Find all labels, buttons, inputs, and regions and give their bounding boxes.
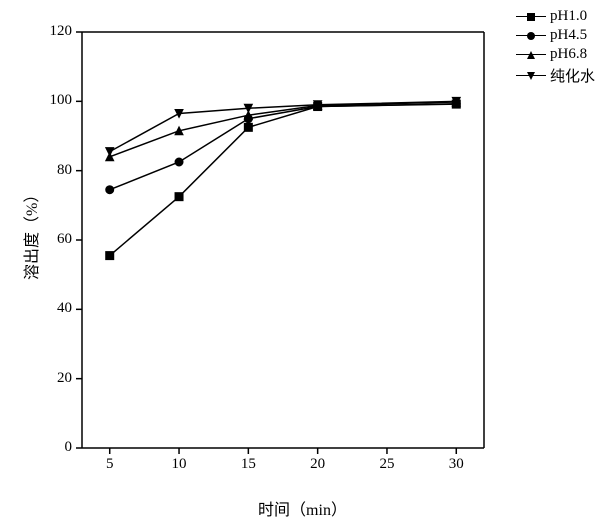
chart-container: 溶出度（%） 时间（min） pH1.0 pH4.5 pH6.8 纯化水 0 20 40 6… bbox=[0, 0, 605, 532]
legend: pH1.0 pH4.5 pH6.8 纯化水 bbox=[516, 8, 595, 88]
x-tick-label: 25 bbox=[372, 456, 402, 473]
legend-marker bbox=[516, 10, 546, 24]
x-axis-label: 时间（min） bbox=[0, 496, 605, 520]
legend-label: pH1.0 bbox=[550, 8, 587, 25]
legend-item: pH6.8 bbox=[516, 46, 595, 63]
legend-marker bbox=[516, 48, 546, 62]
y-axis-label: 溶出度（%） bbox=[18, 187, 42, 280]
y-tick-label: 20 bbox=[42, 370, 72, 387]
legend-label: pH4.5 bbox=[550, 27, 587, 44]
legend-label: pH6.8 bbox=[550, 46, 587, 63]
legend-item: pH4.5 bbox=[516, 27, 595, 44]
legend-item: pH1.0 bbox=[516, 8, 595, 25]
chart-svg bbox=[0, 0, 605, 532]
y-tick-label: 40 bbox=[42, 300, 72, 317]
y-tick-label: 120 bbox=[42, 23, 72, 40]
legend-item: 纯化水 bbox=[516, 65, 595, 86]
legend-marker bbox=[516, 69, 546, 83]
y-tick-label: 80 bbox=[42, 162, 72, 179]
x-tick-label: 30 bbox=[441, 456, 471, 473]
legend-marker bbox=[516, 29, 546, 43]
x-tick-label: 10 bbox=[164, 456, 194, 473]
x-tick-label: 15 bbox=[233, 456, 263, 473]
x-tick-label: 5 bbox=[95, 456, 125, 473]
y-tick-label: 60 bbox=[42, 231, 72, 248]
y-tick-label: 0 bbox=[42, 439, 72, 456]
x-tick-label: 20 bbox=[303, 456, 333, 473]
y-tick-label: 100 bbox=[42, 92, 72, 109]
legend-label: 纯化水 bbox=[550, 65, 595, 86]
